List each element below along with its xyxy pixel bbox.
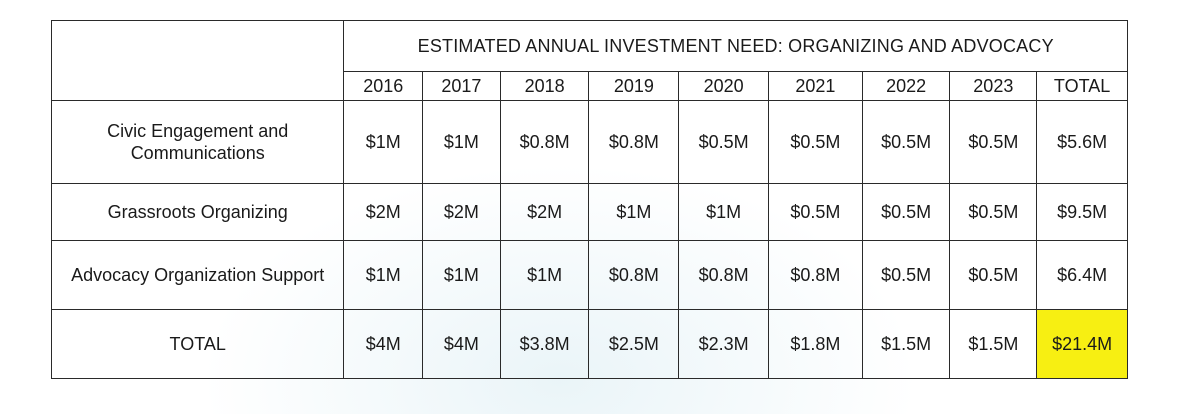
table-cell: $0.5M [861, 183, 951, 241]
grand-total-cell: $21.4M [1036, 309, 1128, 379]
table-cell: $0.8M [678, 240, 769, 310]
table-title: ESTIMATED ANNUAL INVESTMENT NEED: ORGANI… [343, 20, 1128, 72]
table-cell: $3.8M [499, 309, 590, 379]
table-cell: $0.8M [767, 240, 863, 310]
table-row: Civic Engagement and Communications $1M … [50, 100, 1128, 184]
table-cell: $0.8M [588, 100, 680, 184]
table-cell: $4M [422, 309, 501, 379]
year-header-row: 2016 2017 2018 2019 2020 2021 2022 2023 … [52, 71, 1128, 101]
table-cell: $1M [343, 100, 424, 184]
table-cell: $1M [343, 240, 424, 310]
investment-table: ESTIMATED ANNUAL INVESTMENT NEED: ORGANI… [50, 20, 1128, 379]
title-row: ESTIMATED ANNUAL INVESTMENT NEED: ORGANI… [50, 20, 1128, 101]
table-cell: $0.5M [767, 100, 863, 184]
table-cell: $0.5M [861, 240, 951, 310]
table-cell: $1M [499, 240, 590, 310]
table-cell: $1.5M [949, 309, 1038, 379]
table-cell: $1M [678, 183, 769, 241]
row-total-cell: $9.5M [1036, 183, 1128, 241]
corner-cell [50, 20, 345, 101]
row-label: Grassroots Organizing [50, 183, 345, 241]
table-cell: $0.5M [949, 183, 1038, 241]
table-cell: $0.5M [949, 100, 1038, 184]
row-label: Advocacy Organization Support [50, 240, 345, 310]
table-cell: $0.5M [767, 183, 863, 241]
table-cell: $0.8M [588, 240, 680, 310]
table-cell: $1M [422, 240, 501, 310]
row-total-cell: $6.4M [1036, 240, 1128, 310]
table-cell: $1.5M [861, 309, 951, 379]
column-header: 2022 [861, 71, 951, 101]
table-cell: $2M [343, 183, 424, 241]
table-cell: $2M [422, 183, 501, 241]
table-cell: $1M [588, 183, 680, 241]
column-header: 2020 [678, 71, 769, 101]
table-row: Advocacy Organization Support $1M $1M $1… [50, 240, 1128, 310]
total-row: TOTAL $4M $4M $3.8M $2.5M $2.3M $1.8M $1… [50, 309, 1128, 379]
column-header: 2018 [499, 71, 590, 101]
column-header: 2016 [343, 71, 424, 101]
column-header-total: TOTAL [1036, 71, 1128, 101]
table-cell: $0.8M [499, 100, 590, 184]
column-header: 2021 [767, 71, 863, 101]
table-cell: $2.5M [588, 309, 680, 379]
table-cell: $1M [422, 100, 501, 184]
table-cell: $2.3M [678, 309, 769, 379]
column-header: 2019 [588, 71, 680, 101]
table-cell: $0.5M [949, 240, 1038, 310]
table-row: Grassroots Organizing $2M $2M $2M $1M $1… [50, 183, 1128, 241]
total-row-label: TOTAL [50, 309, 345, 379]
column-header: 2017 [422, 71, 501, 101]
table-cell: $2M [499, 183, 590, 241]
row-label: Civic Engagement and Communications [50, 100, 345, 184]
table-cell: $0.5M [678, 100, 769, 184]
table-cell: $0.5M [861, 100, 951, 184]
table-cell: $4M [343, 309, 424, 379]
column-header: 2023 [949, 71, 1038, 101]
table-cell: $1.8M [767, 309, 863, 379]
row-total-cell: $5.6M [1036, 100, 1128, 184]
